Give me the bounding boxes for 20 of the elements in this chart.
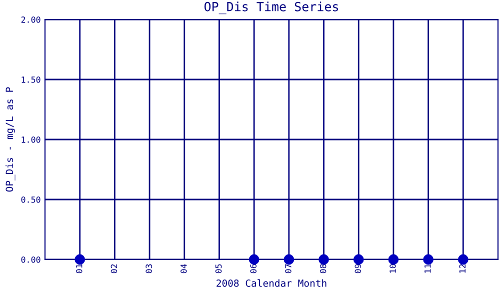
x-tick-label: 10 [390, 264, 396, 273]
y-tick-label: 0.50 [21, 196, 40, 203]
x-tick-label: 08 [320, 264, 326, 274]
x-tick-label: 03 [146, 264, 152, 274]
x-tick-label: 12 [459, 264, 466, 273]
x-tick-label: 01 [76, 264, 82, 274]
x-tick-label: 02 [110, 264, 118, 274]
chart-title: OP_Dis Time Series [204, 2, 338, 14]
y-tick-label: 0.00 [21, 256, 40, 263]
y-tick-label: 1.00 [22, 136, 40, 143]
x-tick-label: 11 [424, 264, 431, 273]
x-tick-label: 05 [215, 264, 222, 274]
y-axis-title: OP_Dis - mg/L as P [6, 87, 16, 192]
x-tick-label: 07 [285, 264, 292, 274]
x-tick-label: 09 [354, 264, 362, 274]
x-axis-title: 2008 Calendar Month [216, 279, 326, 287]
y-tick-label: 2.00 [21, 16, 40, 23]
x-tick-label: 06 [250, 264, 257, 274]
x-tick-label: 04 [180, 264, 187, 274]
y-tick-label: 1.50 [22, 76, 40, 83]
